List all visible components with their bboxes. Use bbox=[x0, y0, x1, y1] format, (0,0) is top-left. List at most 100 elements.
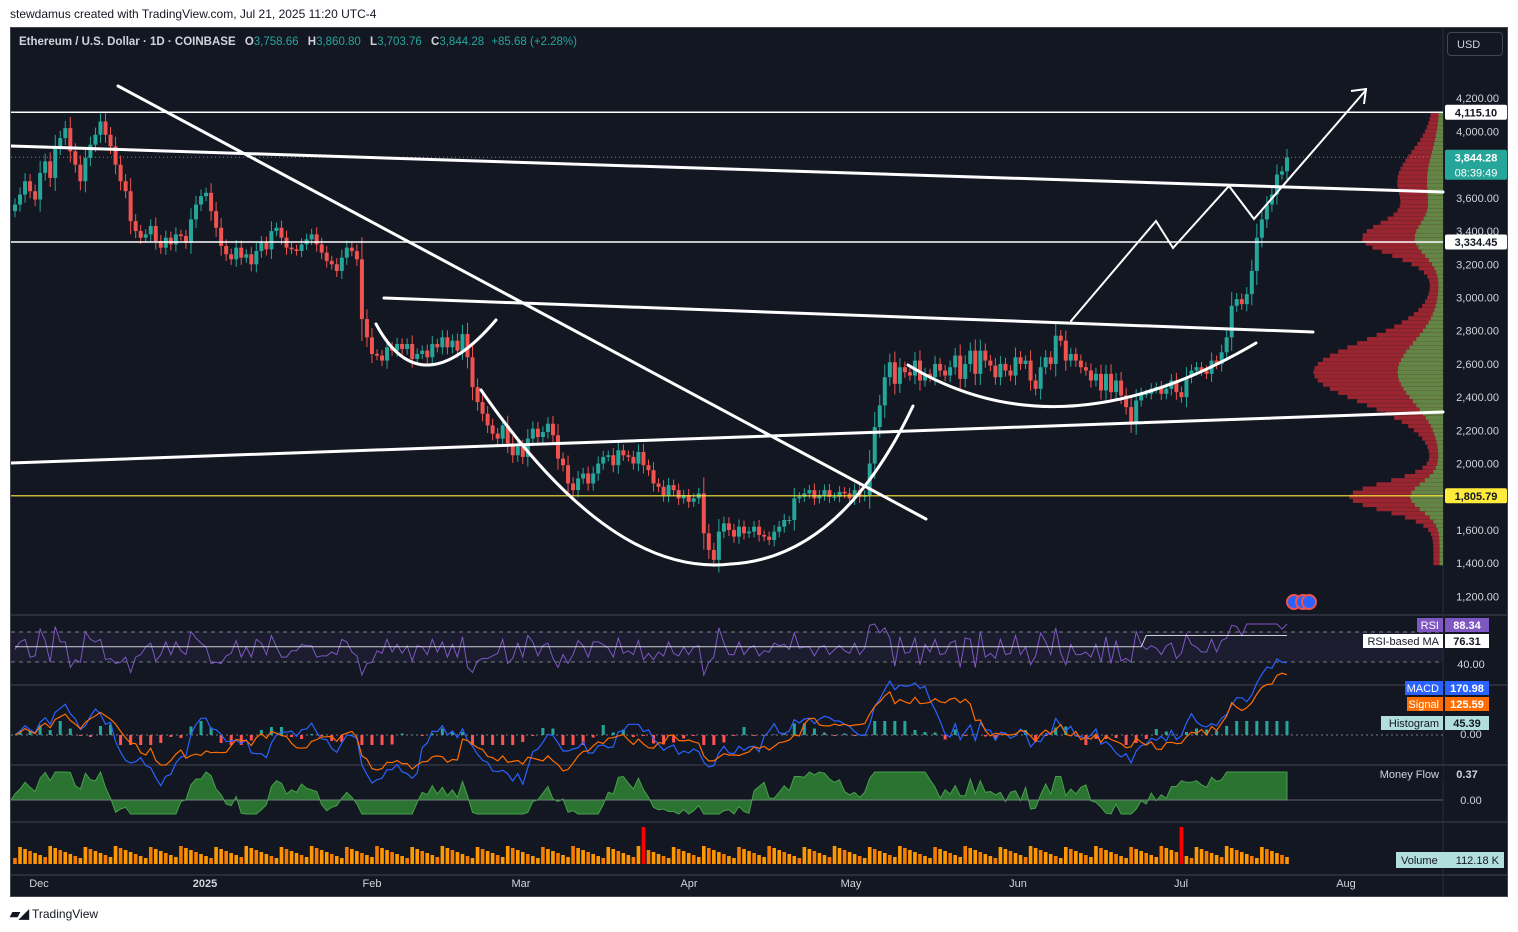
candle-body bbox=[1053, 335, 1058, 364]
candle-body bbox=[440, 337, 445, 348]
candle-body bbox=[555, 435, 560, 459]
macd-histogram-bar bbox=[511, 735, 515, 745]
volume-profile-bar bbox=[1394, 324, 1443, 329]
volume-label-bg bbox=[1396, 852, 1504, 868]
volume-profile-bar bbox=[1329, 386, 1443, 391]
volume-bar bbox=[108, 857, 113, 864]
candle-body bbox=[299, 244, 304, 251]
candle-body bbox=[721, 523, 726, 532]
cup-left-small bbox=[374, 318, 498, 367]
symbol-title[interactable]: Ethereum / U.S. Dollar · 1D · COINBASE bbox=[19, 36, 236, 48]
currency-button[interactable]: USD bbox=[1447, 32, 1503, 56]
volume-bar bbox=[862, 858, 867, 864]
volume-bar bbox=[284, 849, 289, 864]
candle-body bbox=[535, 428, 540, 437]
volume-profile-bar bbox=[1403, 353, 1443, 358]
candle-body bbox=[686, 495, 691, 502]
candle-body bbox=[907, 372, 912, 376]
volume-profile-bar bbox=[1412, 341, 1443, 346]
volume-profile-bar bbox=[1414, 486, 1443, 491]
candle-body bbox=[882, 377, 887, 406]
volume-bar bbox=[350, 849, 354, 864]
volume-profile-bar bbox=[1423, 216, 1443, 221]
volume-profile-bar bbox=[1434, 141, 1443, 146]
volume-profile-bar bbox=[1362, 503, 1443, 508]
volume-profile-bar bbox=[1397, 370, 1443, 375]
macd-histogram-bar bbox=[541, 728, 545, 735]
macd-histogram-bar bbox=[682, 735, 686, 739]
candle-body bbox=[641, 451, 646, 466]
volume-profile-bar bbox=[1438, 116, 1443, 121]
candle-body bbox=[1129, 407, 1134, 424]
chart-canvas[interactable]: 4,200.004,000.003,800.003,600.003,400.00… bbox=[11, 28, 1507, 896]
volume-bar bbox=[475, 847, 480, 864]
volume-bar bbox=[852, 854, 857, 864]
volume-bar bbox=[194, 852, 198, 864]
macd-value-bg bbox=[1445, 681, 1489, 695]
volume-profile-bar bbox=[1437, 444, 1443, 449]
volume-bar bbox=[249, 848, 254, 864]
macd-histogram-bar bbox=[551, 728, 555, 735]
candle-body bbox=[968, 350, 973, 364]
macd-histogram-bar bbox=[119, 735, 123, 745]
volume-bar bbox=[33, 853, 37, 864]
candle-body bbox=[736, 526, 741, 537]
candle-body bbox=[93, 134, 98, 145]
chart-container[interactable]: 4,200.004,000.003,800.003,600.003,400.00… bbox=[10, 27, 1508, 897]
volume-profile-bar bbox=[1362, 233, 1443, 238]
macd-histogram-bar bbox=[450, 732, 454, 735]
volume-bar bbox=[546, 849, 550, 864]
volume-bar bbox=[1239, 852, 1244, 864]
volume-profile-bar bbox=[1427, 175, 1443, 180]
candle-body bbox=[953, 355, 958, 368]
price-axis-tick: 2,800.00 bbox=[1456, 326, 1499, 338]
macd-histogram-bar bbox=[953, 729, 957, 735]
macd-histogram-bar bbox=[1255, 721, 1259, 735]
histogram-label: Histogram bbox=[1389, 718, 1439, 730]
volume-bar bbox=[299, 855, 304, 864]
volume-bar bbox=[842, 850, 847, 864]
volume-bar bbox=[686, 853, 691, 864]
volume-profile-bar bbox=[1416, 403, 1443, 408]
volume-profile-bar bbox=[1429, 474, 1443, 478]
candle-body bbox=[1114, 380, 1119, 393]
volume-bar bbox=[531, 856, 535, 864]
volume-profile-bar bbox=[1410, 494, 1443, 499]
volume-bar bbox=[1275, 853, 1279, 864]
volume-bar bbox=[943, 851, 947, 864]
macd-histogram-bar bbox=[822, 732, 826, 735]
volume-bar bbox=[1169, 850, 1174, 864]
volume-profile-bar bbox=[1418, 432, 1443, 437]
macd-histogram-bar bbox=[732, 735, 736, 736]
candle-body bbox=[460, 334, 465, 351]
macd-histogram-bar bbox=[873, 721, 877, 735]
candle-body bbox=[435, 343, 440, 348]
volume-profile-bar bbox=[1433, 548, 1443, 553]
volume-profile-bar bbox=[1421, 249, 1443, 254]
volume-profile-bar bbox=[1366, 403, 1443, 408]
candle-body bbox=[636, 451, 641, 464]
candle-body bbox=[515, 446, 520, 456]
macd-histogram-bar bbox=[350, 734, 354, 735]
volume-bar bbox=[269, 856, 274, 864]
volume-profile-bar bbox=[1394, 415, 1443, 420]
low-value: 3,703.76 bbox=[377, 36, 422, 48]
volume-profile-bar bbox=[1434, 432, 1443, 437]
macd-histogram-bar bbox=[923, 732, 927, 735]
candle-body bbox=[666, 485, 671, 496]
volume-bar bbox=[777, 850, 782, 864]
volume-profile-bar bbox=[1425, 440, 1443, 445]
signal-value: 125.59 bbox=[1450, 699, 1484, 711]
time-axis-tick: Aug bbox=[1336, 878, 1356, 890]
candle-body bbox=[661, 486, 666, 496]
macd-histogram-bar bbox=[501, 735, 505, 745]
volume-bar bbox=[405, 858, 409, 864]
volume-bar bbox=[1094, 846, 1098, 864]
volume-bar bbox=[53, 848, 58, 864]
volume-bar bbox=[661, 856, 666, 864]
volume-profile-bar bbox=[1425, 253, 1443, 258]
macd-histogram-bar bbox=[410, 734, 414, 735]
macd-histogram-bar bbox=[621, 729, 625, 735]
footer-brand[interactable]: TradingView bbox=[32, 907, 99, 921]
macd-histogram-bar bbox=[1104, 735, 1108, 739]
